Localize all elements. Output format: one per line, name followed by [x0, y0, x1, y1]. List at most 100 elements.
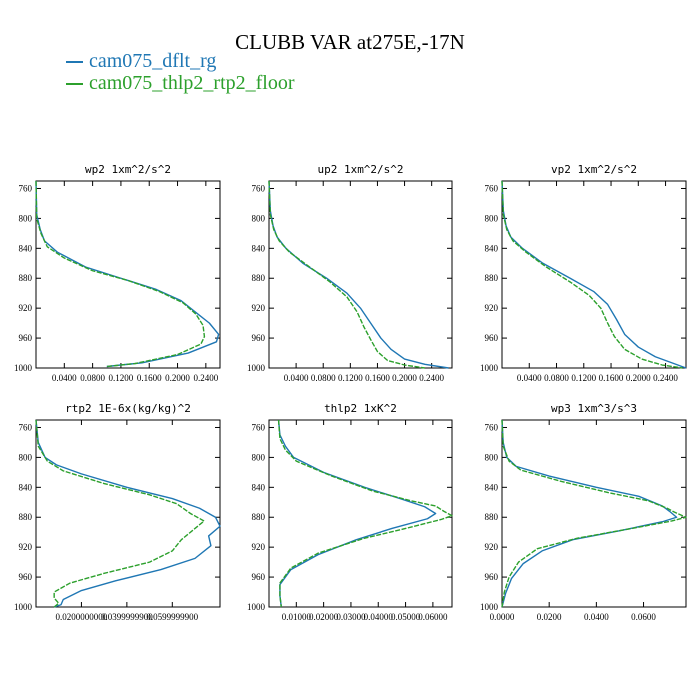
series-line-2	[277, 419, 453, 608]
x-tick-label: 0.2400	[193, 373, 218, 383]
series-line-2	[35, 180, 206, 368]
panel-2: up2 1xm^2/s^2 760 800 840 880 920 960 1000 0.040…	[247, 163, 453, 383]
y-tick-label: 840	[252, 482, 266, 492]
y-tick-label: 1000	[247, 363, 266, 373]
y-tick-label: 800	[252, 213, 266, 223]
x-tick-label: 0.1600	[599, 373, 624, 383]
y-tick-label: 920	[485, 542, 499, 552]
y-tick-label: 800	[485, 452, 499, 462]
y-tick-label: 760	[252, 183, 266, 193]
legend-line-series-2	[66, 83, 83, 85]
plot-frame	[268, 419, 453, 608]
panel-5: thlp2 1xK^2 760 800 840 880 920 960 1000 0.01000…	[247, 402, 453, 622]
y-tick-label: 1000	[247, 602, 266, 612]
y-tick-label: 920	[252, 542, 266, 552]
x-tick-label: 0.1600	[137, 373, 162, 383]
y-tick-label: 800	[485, 213, 499, 223]
panel-title: vp2 1xm^2/s^2	[551, 163, 637, 176]
y-tick-label: 800	[252, 452, 266, 462]
y-tick-label: 1000	[14, 602, 33, 612]
plot-frame	[501, 419, 687, 608]
y-tick-label: 880	[485, 512, 499, 522]
series-line-1	[501, 419, 678, 608]
y-tick-label: 960	[485, 333, 499, 343]
x-tick-label: 0.2400	[653, 373, 678, 383]
y-tick-label: 840	[19, 482, 33, 492]
y-tick-label: 1000	[14, 363, 33, 373]
x-tick-label: 0.0599999900	[146, 612, 198, 622]
y-tick-label: 760	[19, 183, 33, 193]
y-tick-label: 800	[19, 213, 33, 223]
x-tick-label: 0.2000	[392, 373, 417, 383]
x-tick-label: 0.0800	[311, 373, 336, 383]
x-tick-label: 0.1200	[109, 373, 134, 383]
plot-frame	[35, 180, 221, 369]
y-tick-label: 880	[485, 273, 499, 283]
panel-title: up2 1xm^2/s^2	[317, 163, 403, 176]
y-tick-label: 880	[252, 273, 266, 283]
plot-frame	[501, 180, 687, 369]
panel-title: thlp2 1xK^2	[324, 402, 397, 415]
panel-6: wp3 1xm^3/s^3 760 800 840 880 920 960 10000.000…	[480, 402, 687, 622]
x-tick-label: 0.03000	[336, 612, 366, 622]
y-tick-label: 920	[485, 303, 499, 313]
y-tick-label: 800	[19, 452, 33, 462]
y-tick-label: 960	[252, 572, 266, 582]
legend-label-series-1: cam075_dflt_rg	[89, 50, 217, 72]
series-line-1	[277, 419, 437, 608]
x-tick-label: 0.0800	[80, 373, 105, 383]
x-tick-label: 0.05000	[391, 612, 421, 622]
x-tick-label: 0.1600	[365, 373, 390, 383]
panel-3: vp2 1xm^2/s^2 760 800 840 880 920 960 1000 0.040…	[480, 163, 687, 383]
x-tick-label: 0.0400	[284, 373, 309, 383]
plot-frame	[268, 180, 453, 369]
x-tick-label: 0.06000	[418, 612, 448, 622]
series-line-1	[35, 180, 220, 368]
panel-4: rtp2 1E-6x(kg/kg)^2 760 800 840 880 920 960 100…	[14, 402, 221, 622]
y-tick-label: 880	[252, 512, 266, 522]
y-tick-label: 920	[19, 303, 33, 313]
series-line-2	[501, 180, 683, 369]
panel-title: wp3 1xm^3/s^3	[551, 402, 637, 415]
y-tick-label: 760	[485, 183, 499, 193]
y-tick-label: 880	[19, 273, 33, 283]
x-tick-label: 0.0800	[544, 373, 569, 383]
y-tick-label: 1000	[480, 363, 499, 373]
y-tick-label: 760	[252, 422, 266, 432]
y-tick-label: 840	[485, 243, 499, 253]
x-tick-label: 0.0399999900	[101, 612, 153, 622]
x-tick-label: 0.0400	[52, 373, 77, 383]
x-tick-label: 0.0200	[537, 612, 562, 622]
panel-title: wp2 1xm^2/s^2	[85, 163, 171, 176]
x-tick-label: 0.0000	[490, 612, 515, 622]
x-tick-label: 0.04000	[364, 612, 394, 622]
y-tick-label: 760	[485, 422, 499, 432]
plot-frame	[35, 419, 221, 608]
series-line-1	[268, 180, 449, 369]
y-tick-label: 920	[19, 542, 33, 552]
panel-title: rtp2 1E-6x(kg/kg)^2	[65, 402, 191, 415]
x-tick-label: 0.2400	[419, 373, 444, 383]
series-line-2	[501, 419, 687, 608]
y-tick-label: 840	[485, 482, 499, 492]
x-tick-label: 0.2000	[165, 373, 190, 383]
legend-label-series-2: cam075_thlp2_rtp2_floor	[89, 72, 295, 94]
legend-line-series-1	[66, 61, 83, 63]
y-tick-label: 760	[19, 422, 33, 432]
series-line-2	[35, 419, 205, 608]
y-tick-label: 840	[252, 243, 266, 253]
x-tick-label: 0.0400	[517, 373, 542, 383]
series-line-1	[35, 419, 221, 608]
y-tick-label: 960	[19, 333, 33, 343]
x-tick-label: 0.0600	[631, 612, 656, 622]
x-tick-label: 0.0200000000	[56, 612, 108, 622]
x-tick-label: 0.0400	[584, 612, 609, 622]
y-tick-label: 840	[19, 243, 33, 253]
panel-1: wp2 1xm^2/s^2 760 800 840 880 920 960 1000 0.040…	[14, 163, 221, 383]
y-tick-label: 880	[19, 512, 33, 522]
y-tick-label: 960	[19, 572, 33, 582]
figure-title: CLUBB VAR at275E,-17N	[235, 30, 465, 54]
x-tick-label: 0.01000	[282, 612, 312, 622]
